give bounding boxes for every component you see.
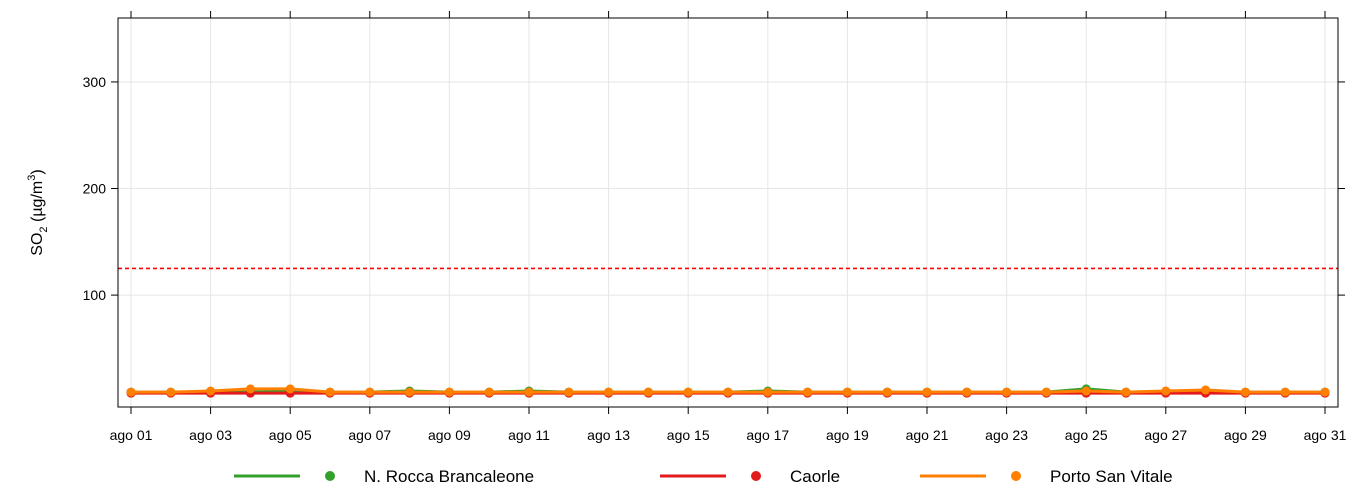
data-point [763,387,773,397]
legend-label: Porto San Vitale [1050,467,1173,486]
x-tick-label: ago 03 [189,427,232,443]
legend-marker [325,471,335,481]
data-point [166,387,176,397]
data-point [206,386,216,396]
data-point [882,387,892,397]
data-point [1041,387,1051,397]
legend-label: Caorle [790,467,840,486]
data-point [1320,387,1330,397]
x-tick-label: ago 11 [508,427,550,443]
data-point [803,387,813,397]
series-group [126,384,1330,398]
x-tick-label: ago 15 [667,427,710,443]
x-tick-label: ago 05 [269,427,312,443]
x-axis: ago 01 ago 03 ago 05 ago 07 ago 09 ago 11 ago … [110,11,1347,443]
data-point [962,387,972,397]
x-tick-label: ago 09 [428,427,471,443]
data-point [1240,387,1250,397]
y-axis-label: SO2 (µg/m3) [26,169,50,255]
data-point [1201,385,1211,395]
plot-frame [117,17,1339,408]
legend-label: N. Rocca Brancaleone [364,467,534,486]
y-tick-label: 300 [83,74,107,90]
data-point [245,384,255,394]
legend: N. Rocca Brancaleone Caorle Porto San Vita… [234,467,1173,486]
data-point [1280,387,1290,397]
x-tick-label: ago 29 [1224,427,1267,443]
data-point [444,387,454,397]
data-point [524,387,534,397]
y-tick-label: 200 [83,181,107,197]
data-point [1002,387,1012,397]
data-point [325,387,335,397]
data-point [285,384,295,394]
legend-marker [751,471,761,481]
x-tick-label: ago 13 [587,427,630,443]
x-tick-label: ago 27 [1144,427,1187,443]
grid [118,18,1338,407]
data-point [643,387,653,397]
x-tick-label: ago 07 [348,427,391,443]
legend-marker [1011,471,1021,481]
data-point [365,387,375,397]
data-point [723,387,733,397]
data-point [1161,386,1171,396]
x-tick-label: ago 19 [826,427,869,443]
x-tick-label: ago 01 [110,427,153,443]
data-point [405,387,415,397]
x-tick-label: ago 23 [985,427,1028,443]
data-point [683,387,693,397]
data-point [484,387,494,397]
y-tick-label: 100 [83,287,107,303]
x-tick-label: ago 21 [906,427,949,443]
data-point [1121,387,1131,397]
x-tick-label: ago 31 [1304,427,1347,443]
data-point [922,387,932,397]
data-point [564,387,574,397]
x-tick-label: ago 25 [1065,427,1108,443]
data-point [126,387,136,397]
data-point [842,387,852,397]
data-point [1081,386,1091,396]
x-tick-label: ago 17 [746,427,789,443]
y-axis: 100 200 300 [83,74,1345,303]
data-point [604,387,614,397]
